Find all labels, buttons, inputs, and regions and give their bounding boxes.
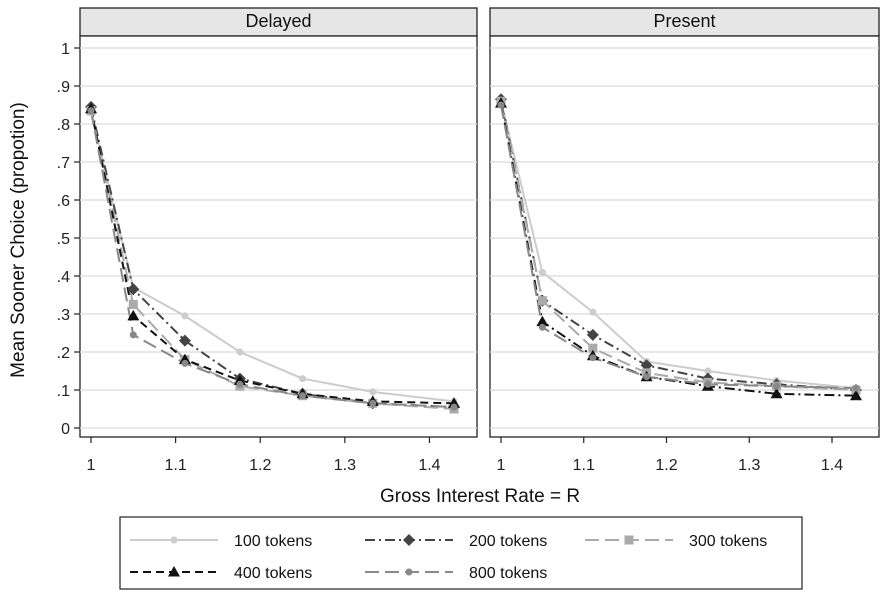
x-axis-title: Gross Interest Rate = R	[380, 486, 580, 507]
x-tick-label: 1	[87, 457, 96, 474]
plot-frame	[489, 35, 880, 438]
data-point	[852, 384, 860, 392]
data-point	[128, 300, 138, 309]
data-point	[704, 367, 712, 375]
data-point	[850, 389, 862, 401]
panel-title: Present	[653, 11, 715, 31]
legend-label: 400 tokens	[234, 565, 312, 582]
panel-0: Delayed 1 1.1 1.2 1.3 1.4 0 .1 .2 .3 .4 .5 .6 .7 .8 .9 1	[57, 7, 478, 474]
data-point	[369, 388, 377, 396]
legend-swatch-marker	[170, 536, 178, 544]
data-point	[369, 399, 377, 407]
data-point	[450, 403, 458, 411]
data-point	[236, 348, 244, 356]
data-point	[181, 312, 189, 320]
legend-box	[119, 516, 803, 590]
x-tick-label: 1.2	[249, 457, 271, 474]
data-point	[704, 380, 712, 388]
data-point	[299, 375, 307, 383]
data-point	[178, 334, 191, 347]
legend-label: 200 tokens	[469, 533, 547, 550]
data-point	[497, 101, 505, 109]
y-tick-label: .9	[57, 79, 70, 96]
legend-swatch-marker	[403, 534, 415, 546]
data-point	[537, 296, 547, 306]
x-tick-label: 1.1	[164, 457, 186, 474]
x-tick-label: 1	[497, 457, 506, 474]
data-point	[233, 374, 246, 385]
data-point	[640, 359, 653, 372]
panel-title: Delayed	[245, 11, 311, 31]
data-point	[538, 323, 546, 331]
data-point	[588, 343, 598, 353]
x-tick-label: 1.4	[821, 457, 843, 474]
y-tick-label: .5	[57, 231, 70, 248]
data-point	[589, 308, 597, 316]
x-tick-label: 1.3	[334, 457, 356, 474]
data-point	[178, 353, 191, 365]
y-tick-label: 1	[61, 41, 70, 58]
data-point	[773, 382, 781, 390]
data-point	[299, 392, 307, 400]
legend-label: 800 tokens	[469, 565, 547, 582]
legend-label: 300 tokens	[689, 533, 767, 550]
x-tick-label: 1.1	[573, 457, 595, 474]
data-point	[538, 268, 546, 276]
x-tick-label: 1.3	[738, 457, 760, 474]
data-point	[129, 331, 137, 339]
legend-item: 300 tokens	[585, 533, 767, 550]
legend-swatch-marker	[168, 566, 180, 577]
legend-item: 200 tokens	[365, 533, 547, 550]
y-tick-label: .1	[57, 383, 70, 400]
data-point	[448, 397, 460, 408]
y-tick-label: .6	[57, 193, 70, 210]
legend-item: 400 tokens	[130, 565, 312, 582]
data-point	[589, 354, 597, 362]
plot-frame	[79, 35, 478, 438]
y-tick-label: 0	[61, 421, 70, 438]
y-axis-title: Mean Sooner Choice (propotion)	[8, 102, 29, 378]
data-point	[127, 309, 140, 321]
legend: 100 tokens 200 tokens 300 tokens 400 tokens…	[119, 516, 803, 590]
panel-title-bar	[489, 7, 880, 37]
y-tick-label: .4	[57, 269, 70, 286]
y-tick-label: .7	[57, 155, 70, 172]
data-point	[127, 283, 140, 296]
legend-item: 100 tokens	[130, 533, 312, 550]
x-tick-label: 1.4	[418, 457, 440, 474]
legend-item: 800 tokens	[365, 565, 547, 582]
panel-title-bar	[79, 7, 478, 37]
legend-swatch-marker	[405, 568, 413, 576]
data-point	[181, 359, 189, 367]
x-tick-label: 1.2	[655, 457, 677, 474]
legend-swatch-marker	[624, 535, 634, 545]
y-tick-label: .8	[57, 117, 70, 134]
panel-1: Present 1 1.1 1.2 1.3 1.4	[489, 7, 880, 474]
data-point	[643, 373, 651, 381]
data-point	[87, 107, 95, 115]
y-tick-label: .2	[57, 345, 70, 362]
data-point	[236, 380, 244, 388]
y-tick-label: .3	[57, 307, 70, 324]
data-point	[770, 387, 783, 399]
legend-label: 100 tokens	[234, 533, 312, 550]
data-point	[536, 315, 549, 327]
data-point	[586, 328, 599, 341]
